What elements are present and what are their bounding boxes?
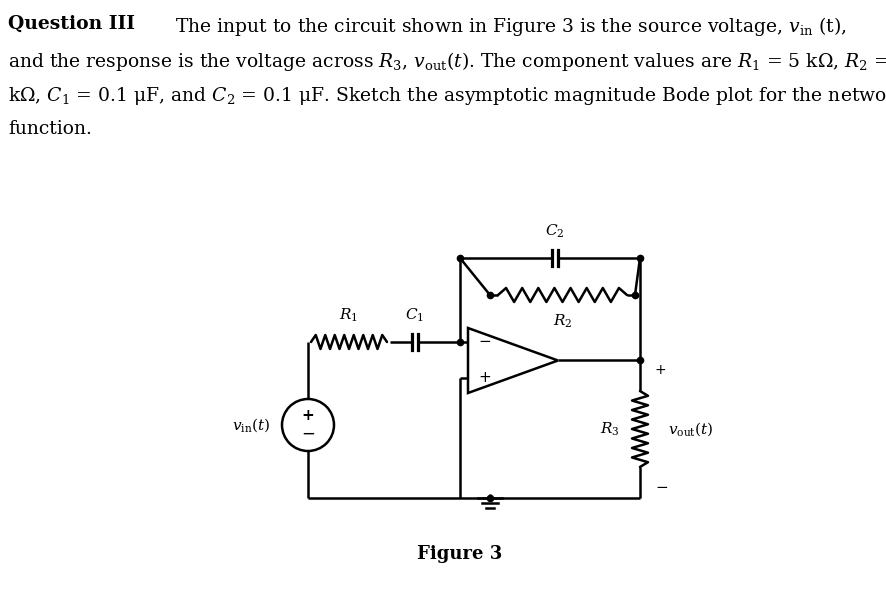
Text: and the response is the voltage across $R_3$, $v_{\rm out}(t)$. The component va: and the response is the voltage across $…: [8, 50, 886, 73]
Text: $R_2$: $R_2$: [553, 313, 572, 330]
Text: −: −: [655, 480, 668, 495]
Text: −: −: [478, 335, 491, 350]
Text: +: +: [655, 363, 666, 377]
Text: $R_1$: $R_1$: [339, 307, 359, 324]
Text: Question III: Question III: [8, 15, 135, 33]
Text: The input to the circuit shown in Figure 3 is the source voltage, $v_{\rm in}$ (: The input to the circuit shown in Figure…: [175, 15, 847, 38]
Text: $v_{\rm out}(t)$: $v_{\rm out}(t)$: [668, 420, 713, 438]
Text: $R_3$: $R_3$: [601, 420, 620, 437]
Text: function.: function.: [8, 120, 92, 138]
Text: −: −: [301, 425, 315, 443]
Text: $C_1$: $C_1$: [406, 307, 424, 324]
Text: $C_2$: $C_2$: [545, 223, 564, 240]
Text: $v_{\rm in}(t)$: $v_{\rm in}(t)$: [232, 416, 270, 434]
Text: +: +: [301, 408, 315, 423]
Text: kΩ, $C_1$ = 0.1 μF, and $C_2$ = 0.1 μF. Sketch the asymptotic magnitude Bode plo: kΩ, $C_1$ = 0.1 μF, and $C_2$ = 0.1 μF. …: [8, 85, 886, 107]
Text: +: +: [478, 370, 491, 385]
Text: Figure 3: Figure 3: [417, 545, 502, 563]
